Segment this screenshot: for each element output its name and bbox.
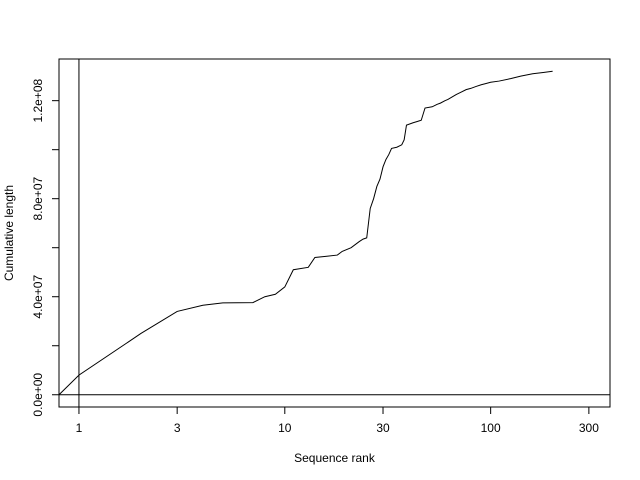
x-tick-label: 3 — [174, 421, 181, 435]
y-tick-label: 1.2e+08 — [31, 78, 45, 122]
x-tick-label: 100 — [481, 421, 501, 435]
x-tick-label: 10 — [278, 421, 292, 435]
y-tick-label: 0.0e+00 — [31, 373, 45, 417]
y-axis-title: Cumulative length — [2, 185, 16, 281]
y-tick-label: 8.0e+07 — [31, 177, 45, 221]
series-line — [58, 70, 553, 396]
x-tick-label: 1 — [76, 421, 83, 435]
plot-frame — [58, 58, 611, 408]
x-ticks: 1 3 10 30 100 300 — [76, 407, 599, 435]
x-axis-title: Sequence rank — [294, 451, 376, 465]
y-ticks: 0.0e+00 4.0e+07 8.0e+07 1.2e+08 — [31, 78, 59, 417]
x-tick-label: 30 — [376, 421, 390, 435]
x-tick-label: 300 — [579, 421, 599, 435]
y-tick-label: 4.0e+07 — [31, 275, 45, 319]
